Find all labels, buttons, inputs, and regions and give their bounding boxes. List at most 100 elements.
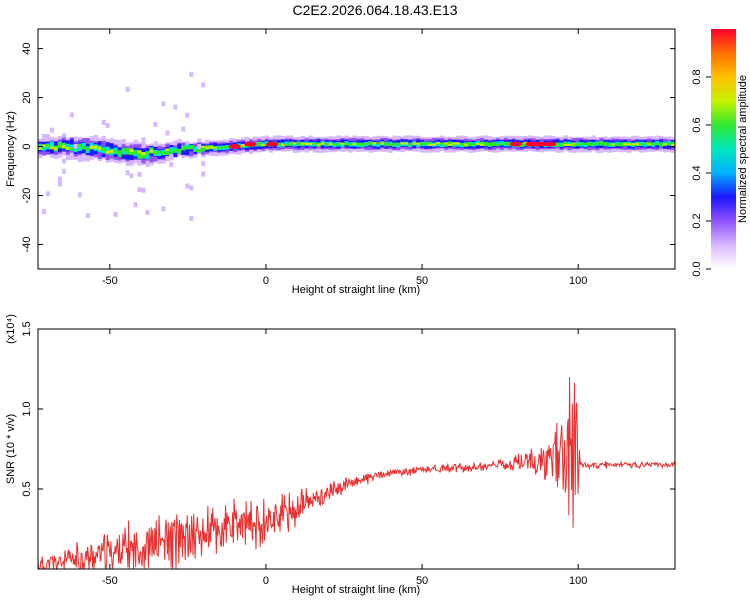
spectrogram-cell — [133, 151, 138, 155]
spectrogram-cell — [647, 143, 652, 146]
spectrogram-cell — [555, 142, 560, 146]
spectrogram-cell — [125, 86, 130, 92]
figure-title: C2E2.2026.064.18.43.E13 — [292, 2, 457, 18]
spectrogram-cell — [404, 142, 409, 145]
snr-x-tick-label: 0 — [263, 575, 269, 587]
spectrogram-cell — [49, 141, 55, 148]
spectrogram-frame — [37, 28, 676, 270]
spectrogram-cell — [109, 149, 114, 153]
colorbar-gradient — [711, 29, 736, 269]
spectrogram-cell — [197, 143, 202, 149]
spectrogram-cell — [304, 142, 310, 146]
spectrogram-cell — [173, 104, 178, 110]
spectrogram-cell — [38, 147, 43, 150]
spectrogram-cell — [45, 191, 50, 197]
spectrogram-cell — [479, 143, 485, 146]
spectrogram-cell — [41, 208, 46, 214]
spectrogram-cell — [177, 143, 182, 152]
spectrogram-cell — [177, 149, 182, 153]
spectrogram-cell — [57, 181, 62, 187]
spectrogram-cell — [153, 151, 158, 155]
spectrogram-cell — [41, 144, 47, 148]
spectrogram-cell — [448, 143, 453, 146]
spectrogram-cell — [312, 142, 317, 145]
spectrogram-cell — [348, 143, 353, 146]
spectrogram-cell — [360, 142, 365, 145]
spectrogram-y-tick-label: -20 — [21, 188, 33, 204]
snr-panel: -50 0 50 100 0.5 1.0 1.5 Height of straight l… — [5, 314, 676, 596]
spectrogram-cell — [324, 143, 329, 146]
spectrogram-cell — [487, 143, 493, 147]
spectrogram-peak — [266, 141, 279, 147]
spectrogram-cell — [643, 142, 648, 145]
spectrogram-cell — [161, 206, 166, 212]
spectrogram-y-tick-label: 40 — [21, 42, 33, 54]
spectrogram-cell — [420, 142, 425, 145]
spectrogram-cell — [328, 142, 333, 146]
spectrogram-cell — [105, 146, 110, 154]
spectrogram-cell — [61, 158, 66, 164]
spectrogram-cell — [440, 142, 445, 148]
spectrogram-cell — [77, 143, 83, 147]
spectrogram-cell — [49, 127, 54, 133]
spectrogram-cell — [73, 143, 78, 149]
spectrogram-cell — [93, 145, 99, 149]
snr-x-tick-label: 50 — [416, 575, 428, 587]
spectrogram-cell — [483, 142, 489, 145]
spectrogram-cell — [193, 149, 198, 152]
spectrogram-cell — [125, 150, 130, 154]
spectrogram-cell — [181, 147, 186, 155]
spectrogram-cell — [201, 82, 206, 88]
spectrogram-cell — [256, 144, 262, 147]
spectrogram-cell — [599, 143, 604, 146]
spectrogram-cell — [137, 150, 142, 154]
spectrogram-cell — [73, 145, 79, 153]
spectrogram-y-label: Frequency (Hz) — [5, 111, 17, 187]
spectrogram-cell — [400, 142, 405, 145]
spectrogram-cell — [113, 150, 118, 154]
spectrogram-y-ticks: -40 -20 0 20 40 — [21, 42, 675, 252]
spectrogram-cell — [460, 143, 465, 146]
spectrogram-cell — [45, 144, 51, 148]
snr-y-tick-label: 1.0 — [21, 401, 33, 416]
spectrogram-cell — [197, 149, 202, 152]
spectrogram-cell — [101, 119, 106, 125]
spectrogram-cell — [627, 143, 632, 146]
spectrogram-cell — [45, 135, 50, 141]
spectrogram-cell — [61, 144, 67, 148]
spectrogram-cell — [121, 148, 126, 152]
spectrogram-cell — [137, 152, 142, 160]
spectrogram-cell — [463, 143, 469, 146]
spectrogram-cell — [567, 143, 572, 146]
spectrogram-cell — [113, 211, 118, 217]
colorbar-tick-label: 0.6 — [691, 117, 703, 132]
spectrogram-cell — [53, 147, 59, 151]
spectrogram-cell — [428, 143, 433, 146]
spectrogram-peak — [228, 144, 241, 150]
spectrogram-peak — [509, 141, 522, 147]
colorbar-label: Normalized spectral amplitude — [737, 75, 749, 223]
spectrogram-cell — [185, 183, 190, 189]
spectrogram-cell — [308, 142, 313, 145]
spectrogram-cell — [559, 143, 564, 146]
spectrogram-cell — [117, 142, 122, 148]
snr-frame — [37, 328, 676, 570]
spectrogram-cell — [241, 144, 246, 147]
spectrogram-cell — [408, 143, 413, 147]
spectrogram-cell — [444, 142, 449, 145]
spectrogram-cell — [292, 142, 298, 145]
spectrogram-cell — [89, 145, 95, 149]
spectrogram-cell — [587, 142, 592, 145]
spectrogram-cell — [583, 142, 588, 145]
spectrogram-cell — [189, 71, 194, 77]
spectrogram-cell — [77, 144, 83, 151]
spectrogram-cell — [663, 143, 668, 146]
snr-y-tick-label: 1.5 — [21, 321, 33, 336]
spectrogram-cell — [471, 143, 477, 147]
spectrogram-cell — [475, 142, 481, 146]
spectrogram-cell — [639, 143, 644, 146]
spectrogram-cell — [189, 185, 194, 191]
spectrogram-cell — [344, 141, 349, 146]
spectrogram-cell — [169, 147, 174, 153]
snr-series-line — [37, 377, 676, 571]
